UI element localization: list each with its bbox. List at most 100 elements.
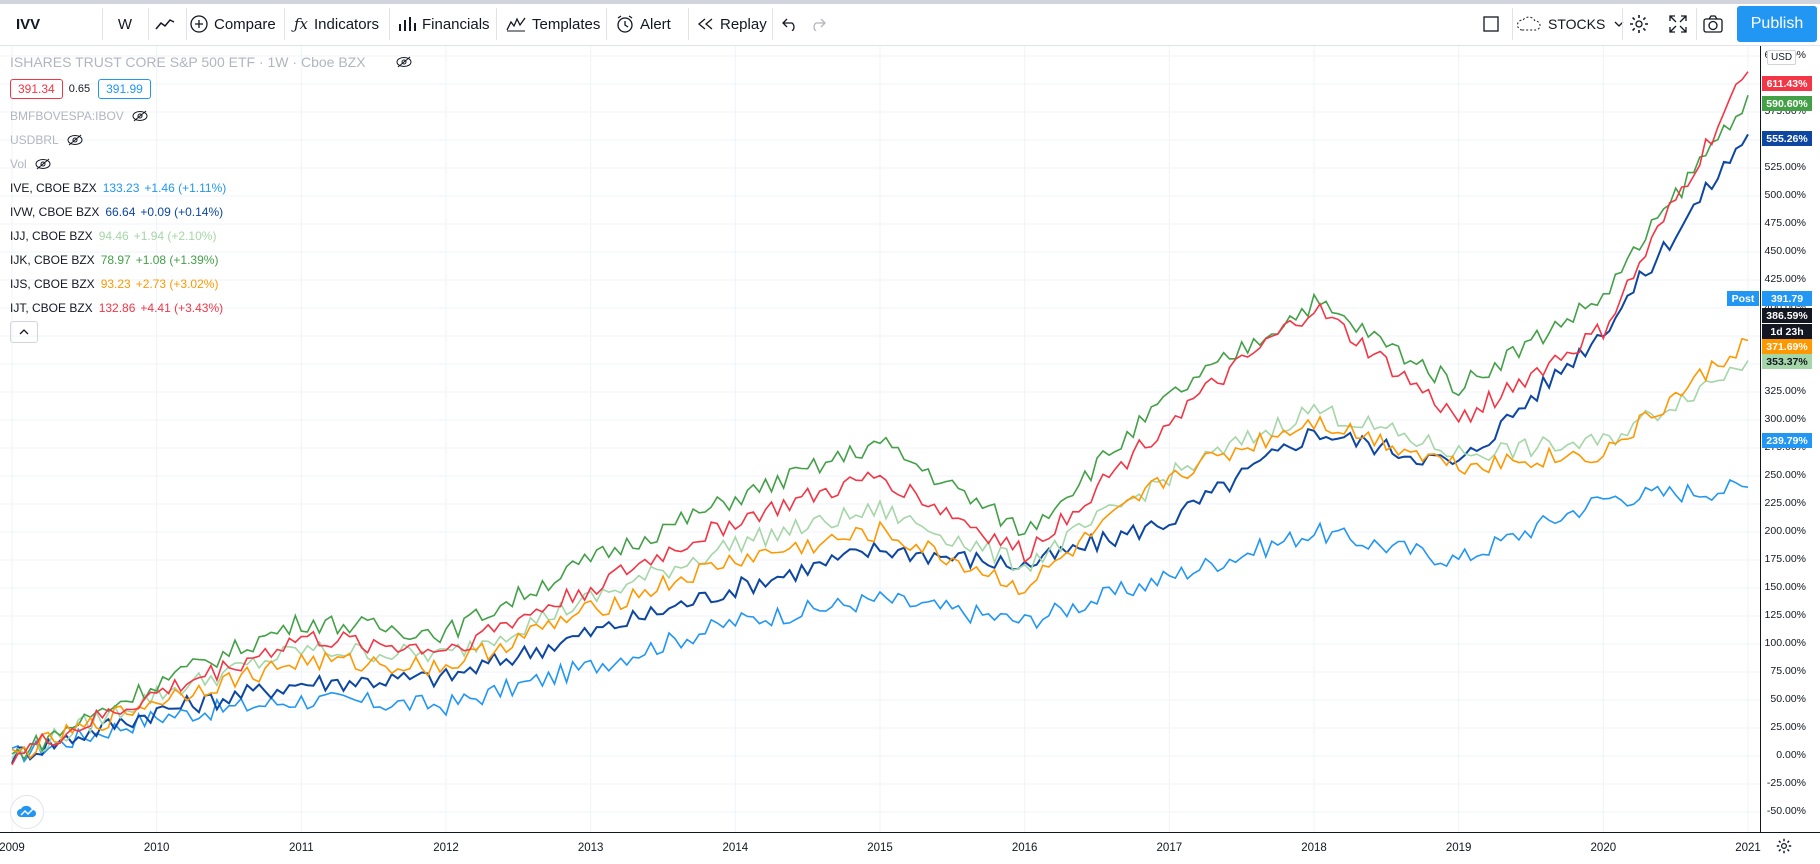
replay-button[interactable]: Replay: [696, 8, 767, 40]
layout-button[interactable]: [1482, 8, 1506, 40]
replay-label: Replay: [720, 15, 767, 33]
eye-hidden-icon[interactable]: [396, 56, 412, 68]
price-tag: 386.59%: [1762, 308, 1812, 323]
legend-series-row[interactable]: IJS, CBOE BZX 93.23 +2.73 (+3.02%): [10, 272, 412, 296]
time-tick-label: 2017: [1156, 842, 1183, 854]
currency-badge[interactable]: USD: [1767, 50, 1797, 65]
price-tick-label: 25.00%: [1770, 721, 1806, 733]
symbol-search[interactable]: IVV: [16, 15, 41, 33]
legend-series-row[interactable]: IVE, CBOE BZX 133.23 +1.46 (+1.11%): [10, 176, 412, 200]
legend-series-row[interactable]: IJK, CBOE BZX 78.97 +1.08 (+1.39%): [10, 248, 412, 272]
divider: [496, 8, 497, 40]
time-tick-label: 2014: [722, 842, 749, 854]
price-tick-label: 500.00%: [1764, 189, 1806, 201]
market-label: STOCKS: [1548, 16, 1606, 32]
chart-style-button[interactable]: [150, 8, 186, 40]
time-axis[interactable]: 2009 2010 2011 2012 2013 2014 2015 2016 2017 2018…: [0, 832, 1820, 864]
legend-series-name: IVE, CBOE BZX: [10, 181, 97, 195]
top-toolbar: IVV W Compare ƒx Indicators Financials T…: [0, 0, 1820, 46]
snapshot-button[interactable]: [1703, 8, 1729, 40]
price-tag: 391.79: [1762, 291, 1812, 306]
main-series-title: ISHARES TRUST CORE S&P 500 ETF · 1W · Cb…: [10, 54, 366, 70]
line-chart-icon: [155, 19, 175, 30]
templates-button[interactable]: Templates: [506, 8, 600, 40]
financials-button[interactable]: Financials: [398, 8, 490, 40]
redo-button[interactable]: [810, 8, 832, 40]
settings-button[interactable]: [1629, 8, 1655, 40]
eye-hidden-icon[interactable]: [67, 134, 83, 146]
chart-settings-button[interactable]: [1776, 838, 1792, 859]
divider: [186, 8, 187, 40]
legend-series-change: +1.46 (+1.11%): [144, 181, 227, 195]
indicators-button[interactable]: ƒx Indicators: [294, 8, 379, 40]
time-tick-label: 2011: [288, 842, 314, 854]
time-tick-label: 2015: [867, 842, 893, 854]
templates-label: Templates: [532, 15, 601, 33]
eye-hidden-icon[interactable]: [132, 110, 148, 122]
eye-hidden-icon[interactable]: [35, 158, 51, 170]
square-icon: [1483, 16, 1499, 32]
cloud-logo-icon: [17, 805, 37, 817]
time-tick-label: 2018: [1301, 842, 1327, 854]
compare-label: Compare: [214, 15, 276, 33]
tradingview-logo[interactable]: [10, 795, 44, 829]
legend-hidden-series[interactable]: Vol: [10, 152, 412, 176]
divider: [606, 8, 607, 40]
chart-canvas[interactable]: [0, 46, 1760, 832]
function-icon: ƒx: [294, 15, 309, 33]
price-tick-label: 175.00%: [1764, 553, 1806, 565]
legend-series-row[interactable]: IJT, CBOE BZX 132.86 +4.41 (+3.43%): [10, 296, 412, 320]
price-tick-label: 475.00%: [1764, 217, 1806, 229]
chevron-down-icon: [1614, 21, 1624, 27]
price-tick-label: 225.00%: [1764, 497, 1806, 509]
publish-button[interactable]: Publish: [1737, 6, 1817, 42]
compare-button[interactable]: Compare: [190, 8, 276, 40]
bid-price[interactable]: 391.34: [10, 79, 63, 99]
alarm-clock-icon: [617, 15, 633, 33]
chart-legend: ISHARES TRUST CORE S&P 500 ETF · 1W · Cb…: [10, 50, 412, 344]
legend-series-value: 93.23: [100, 277, 131, 291]
main-series-legend: ISHARES TRUST CORE S&P 500 ETF · 1W · Cb…: [10, 50, 412, 74]
legend-series-row[interactable]: IVW, CBOE BZX 66.64 +0.09 (+0.14%): [10, 200, 412, 224]
price-axis[interactable]: 625.00%600.00%575.00%550.00%525.00%500.0…: [1760, 46, 1820, 832]
series-line-ijt[interactable]: [11, 71, 1749, 766]
fullscreen-button[interactable]: [1669, 8, 1693, 40]
series-line-ivw[interactable]: [11, 133, 1749, 764]
divider: [1696, 8, 1697, 40]
series-line-ive[interactable]: [11, 478, 1749, 764]
price-tag: 371.69%: [1762, 339, 1812, 354]
market-dropdown[interactable]: STOCKS: [1516, 8, 1631, 40]
collapse-legend-button[interactable]: [10, 321, 38, 343]
gear-icon: [1776, 838, 1792, 854]
interval-button[interactable]: W: [117, 15, 133, 33]
price-tick-label: -25.00%: [1766, 777, 1806, 789]
spread-value: 0.65: [68, 83, 91, 95]
legend-hidden-series[interactable]: BMFBOVESPA:IBOV: [10, 104, 412, 128]
time-tick-label: 2021: [1735, 842, 1761, 854]
legend-series-change: +1.08 (+1.39%): [135, 253, 219, 267]
legend-series-value: 78.97: [100, 253, 131, 267]
price-tag: 1d 23h: [1762, 324, 1812, 339]
price-tick-label: 250.00%: [1764, 469, 1806, 481]
price-tick-label: 75.00%: [1770, 665, 1806, 677]
legend-hidden-series[interactable]: USDBRL: [10, 128, 412, 152]
ask-price[interactable]: 391.99: [98, 79, 151, 99]
legend-series-name: IJT, CBOE BZX: [10, 301, 93, 315]
fullscreen-icon: [1669, 15, 1687, 33]
legend-series-change: +4.41 (+3.43%): [140, 301, 224, 315]
series-line-ijk[interactable]: [11, 94, 1749, 761]
undo-button[interactable]: [782, 8, 804, 40]
price-tick-label: 0.00%: [1776, 749, 1806, 761]
price-tick-label: 150.00%: [1764, 581, 1806, 593]
time-tick-label: 2019: [1445, 842, 1472, 854]
window-top-border: [0, 0, 1820, 4]
legend-series-name: IJS, CBOE BZX: [10, 277, 95, 291]
price-tag: 239.79%: [1762, 433, 1812, 448]
alert-button[interactable]: Alert: [616, 8, 671, 40]
financials-label: Financials: [422, 15, 490, 33]
series-line-ijs[interactable]: [11, 337, 1749, 760]
legend-series-row[interactable]: IJJ, CBOE BZX 94.46 +1.94 (+2.10%): [10, 224, 412, 248]
price-tag: 590.60%: [1762, 96, 1812, 111]
price-tag: 555.26%: [1762, 131, 1812, 146]
undo-icon: [782, 18, 795, 31]
